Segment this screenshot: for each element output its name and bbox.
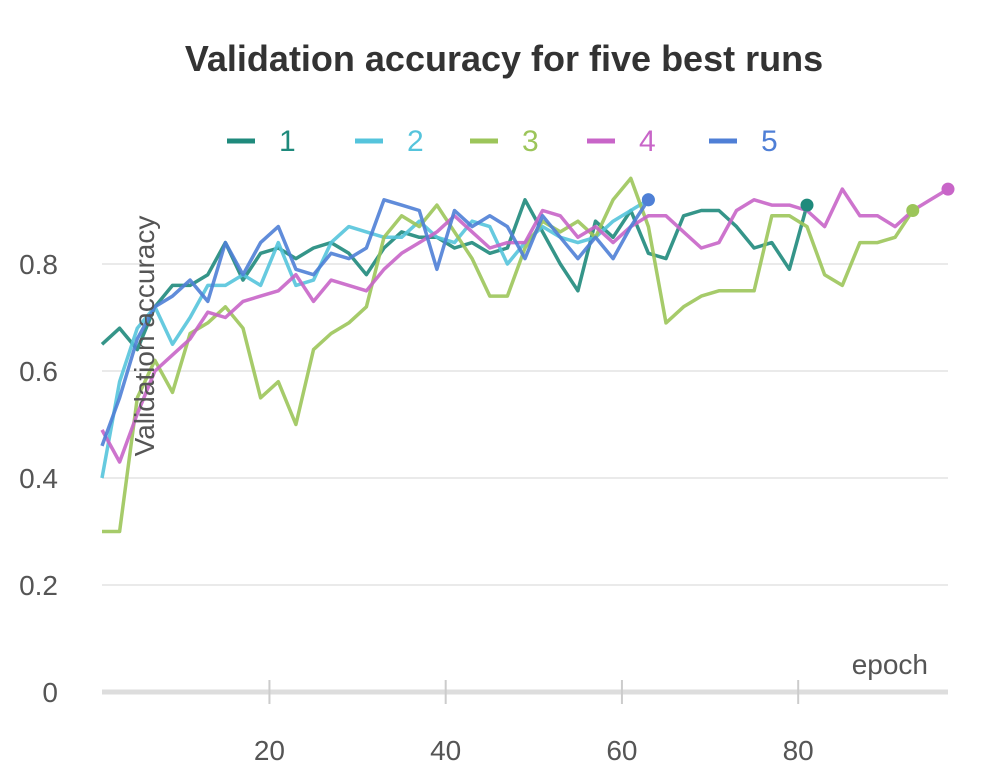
series-end-point-3 <box>906 204 920 217</box>
series-end-point-5 <box>641 193 655 207</box>
series-line-3 <box>102 176 915 534</box>
y-tick-label: 0.8 <box>19 249 58 280</box>
y-axis-label: Validation accuracy <box>129 216 160 457</box>
x-axis: 20 40 60 80 <box>102 680 948 766</box>
x-axis-label: epoch <box>852 649 928 680</box>
chart-title: Validation accuracy for five best runs <box>184 38 824 79</box>
series-line-4 <box>100 187 949 464</box>
legend-item-5[interactable]: 5 <box>709 125 778 158</box>
legend-item-2[interactable]: 2 <box>355 125 424 158</box>
series-line-5 <box>100 198 650 447</box>
y-tick-label: 0 <box>42 677 58 708</box>
x-tick-label: 40 <box>430 735 461 766</box>
legend: 1 2 3 4 5 <box>227 125 778 158</box>
legend-label: 5 <box>761 125 778 158</box>
series-lines <box>100 176 949 534</box>
series-end-markers <box>641 182 955 217</box>
legend-label: 2 <box>407 125 424 158</box>
series-line-2 <box>100 198 650 479</box>
y-tick-label: 0.2 <box>19 570 58 601</box>
legend-item-1[interactable]: 1 <box>227 125 296 158</box>
series-end-point-1 <box>800 198 814 212</box>
grid-lines <box>102 263 948 586</box>
series-end-point-4 <box>941 182 955 196</box>
legend-item-4[interactable]: 4 <box>587 125 656 158</box>
legend-label: 3 <box>522 125 539 158</box>
legend-label: 1 <box>279 125 296 158</box>
series-line-1 <box>100 198 809 352</box>
y-tick-label: 0.4 <box>19 463 58 494</box>
legend-item-3[interactable]: 3 <box>470 125 539 158</box>
y-tick-label: 0.6 <box>19 356 58 387</box>
x-tick-label: 60 <box>606 735 637 766</box>
legend-label: 4 <box>639 125 656 158</box>
y-tick-labels: 0 0.2 0.4 0.6 0.8 <box>19 249 58 708</box>
x-tick-label: 20 <box>254 735 285 766</box>
x-tick-label: 80 <box>783 735 814 766</box>
